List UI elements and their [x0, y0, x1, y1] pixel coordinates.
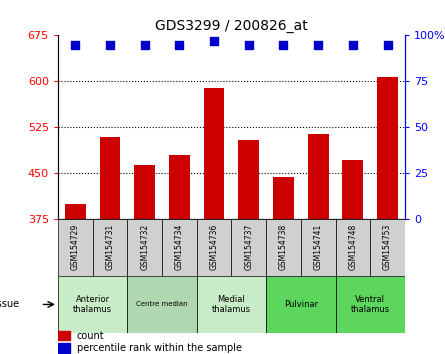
FancyBboxPatch shape: [370, 219, 405, 276]
Bar: [58, 343, 70, 353]
Point: [245, 42, 252, 47]
FancyBboxPatch shape: [336, 276, 405, 333]
Point: [176, 42, 183, 47]
Text: tissue: tissue: [0, 299, 20, 309]
Bar: [65, 204, 85, 354]
FancyBboxPatch shape: [162, 219, 197, 276]
FancyBboxPatch shape: [301, 219, 336, 276]
Bar: [100, 137, 120, 354]
Text: GSM154753: GSM154753: [383, 224, 392, 270]
FancyBboxPatch shape: [127, 219, 162, 276]
FancyBboxPatch shape: [266, 219, 301, 276]
Point: [315, 42, 322, 47]
FancyBboxPatch shape: [127, 276, 197, 333]
Text: count: count: [77, 331, 105, 341]
Text: GSM154748: GSM154748: [348, 224, 357, 270]
Text: GSM154738: GSM154738: [279, 224, 288, 270]
Point: [349, 42, 356, 47]
Text: GSM154737: GSM154737: [244, 224, 253, 270]
Text: percentile rank within the sample: percentile rank within the sample: [77, 343, 242, 353]
FancyBboxPatch shape: [93, 219, 127, 276]
Text: GSM154734: GSM154734: [175, 224, 184, 270]
Text: Pulvinar: Pulvinar: [284, 300, 318, 309]
Point: [210, 38, 218, 44]
Bar: [239, 140, 259, 354]
FancyBboxPatch shape: [336, 219, 370, 276]
Text: Centre median: Centre median: [136, 302, 188, 307]
FancyBboxPatch shape: [231, 219, 266, 276]
Text: GSM154732: GSM154732: [140, 224, 149, 270]
Point: [72, 42, 79, 47]
Text: GSM154729: GSM154729: [71, 224, 80, 270]
FancyBboxPatch shape: [197, 219, 231, 276]
Bar: [343, 160, 363, 354]
Point: [384, 42, 391, 47]
Title: GDS3299 / 200826_at: GDS3299 / 200826_at: [155, 19, 308, 33]
Bar: [273, 177, 294, 354]
FancyBboxPatch shape: [58, 276, 127, 333]
Bar: [204, 87, 224, 354]
Bar: [308, 133, 328, 354]
Text: GSM154736: GSM154736: [210, 224, 218, 270]
Text: Ventral
thalamus: Ventral thalamus: [351, 295, 390, 314]
Text: GSM154741: GSM154741: [314, 224, 323, 270]
Point: [280, 42, 287, 47]
FancyBboxPatch shape: [197, 276, 266, 333]
Text: Medial
thalamus: Medial thalamus: [212, 295, 251, 314]
Point: [141, 42, 148, 47]
Bar: [58, 331, 70, 341]
Text: Anterior
thalamus: Anterior thalamus: [73, 295, 112, 314]
FancyBboxPatch shape: [58, 219, 93, 276]
Bar: [134, 165, 155, 354]
Bar: [377, 76, 398, 354]
Point: [106, 42, 113, 47]
FancyBboxPatch shape: [266, 276, 336, 333]
Text: GSM154731: GSM154731: [105, 224, 114, 270]
Bar: [169, 155, 190, 354]
